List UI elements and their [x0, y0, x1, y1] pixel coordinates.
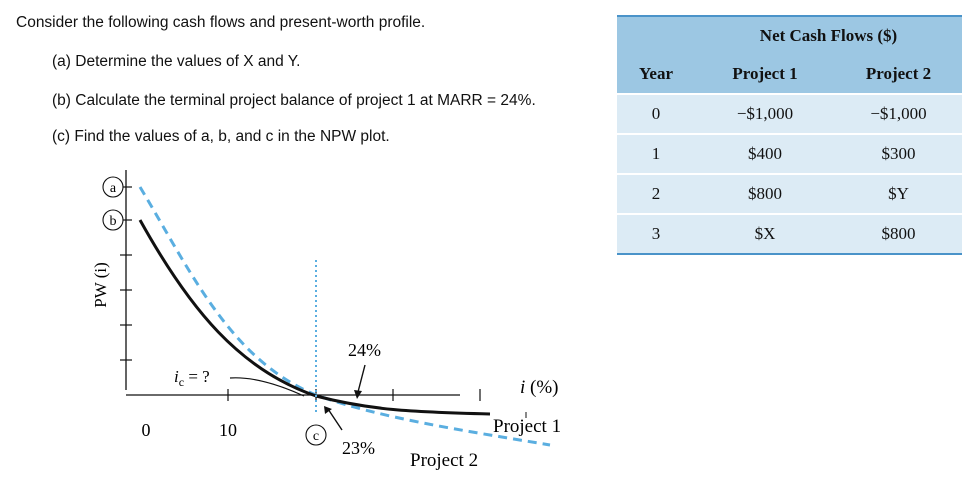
label-23-percent: 23% [342, 438, 375, 458]
marker-c: c [305, 424, 327, 446]
label-24-percent: 24% [348, 340, 381, 360]
cell-year: 3 [617, 213, 695, 255]
cell-project-2: $800 [835, 213, 962, 255]
col-header-project-1: Project 1 [732, 64, 798, 83]
x-axis-label: i (%) [520, 377, 559, 398]
question-intro: Consider the following cash flows and pr… [16, 14, 426, 31]
table-group-header: Net Cash Flows ($) [759, 26, 898, 45]
cash-flow-table: Net Cash Flows ($) Year Project 1 Projec… [617, 15, 962, 255]
y-axis-label: PW (i) [91, 262, 110, 308]
marker-a: a [102, 176, 124, 198]
table-row: 0 −$1,000 −$1,000 [617, 93, 962, 134]
project-2-curve [138, 186, 551, 447]
marker-a-label: a [110, 181, 117, 196]
arrow-24-head [354, 390, 362, 399]
table-group-header-row: Net Cash Flows ($) [617, 16, 962, 55]
cell-project-2: $300 [835, 133, 962, 174]
question-part-c: (c) Find the values of a, b, and c in th… [52, 128, 390, 145]
table-column-header-row: Year Project 1 Project 2 [617, 55, 962, 94]
project-2-label: Project 2 [410, 450, 478, 471]
project-1-curve [138, 219, 491, 416]
cell-project-2: −$1,000 [835, 93, 962, 134]
arrow-23-head [324, 406, 332, 414]
cell-year: 1 [617, 133, 695, 174]
question-part-b: (b) Calculate the terminal project balan… [52, 92, 536, 109]
arrow-23-line [327, 408, 343, 431]
npw-plot: PW (i) a b 0 10 c ic = ? 24% 23% i (%) P… [91, 170, 561, 471]
marker-b-label: b [110, 214, 117, 229]
marker-b: b [102, 209, 124, 231]
arrow-24-line [357, 364, 366, 393]
col-header-project-2: Project 2 [865, 64, 932, 83]
marker-c-label: c [313, 429, 319, 444]
x-tick-label-10: 10 [219, 420, 237, 440]
table-row: 3 $X $800 [617, 213, 962, 255]
cell-project-1: $400 [695, 133, 835, 174]
question-part-a: (a) Determine the values of X and Y. [52, 53, 301, 70]
table-row: 2 $800 $Y [617, 173, 962, 214]
cell-project-2: $Y [835, 173, 962, 214]
x-tick-label-0: 0 [142, 420, 151, 440]
cell-year: 2 [617, 173, 695, 214]
ic-annotation: ic = ? [174, 367, 305, 397]
cell-project-1: $800 [695, 173, 835, 214]
ic-label: ic = ? [174, 367, 210, 389]
col-header-year: Year [639, 64, 673, 83]
table-header-blank [617, 16, 695, 55]
cell-year: 0 [617, 93, 695, 134]
project-1-label: Project 1 [493, 416, 561, 437]
ic-leader-line [229, 377, 305, 397]
cell-project-1: −$1,000 [695, 93, 835, 134]
table-row: 1 $400 $300 [617, 133, 962, 174]
cell-project-1: $X [695, 213, 835, 255]
